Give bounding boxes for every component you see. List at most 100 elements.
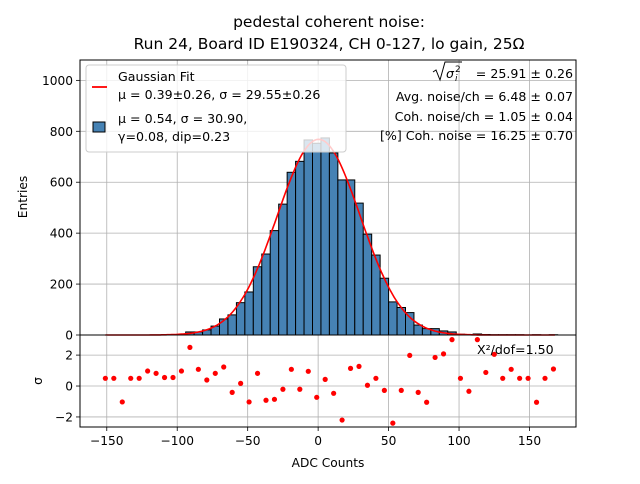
residual-point: [348, 366, 353, 371]
histogram-bar: [270, 231, 278, 335]
histogram-bar: [245, 292, 253, 335]
histogram-y-tick-label: 800: [50, 125, 73, 139]
histogram-bar: [321, 138, 329, 335]
residual-point: [458, 376, 463, 381]
histogram-bar: [313, 143, 321, 335]
residual-point: [416, 390, 421, 395]
histogram-bar: [304, 140, 312, 335]
residual-point: [120, 399, 125, 404]
histogram-y-tick-label: 200: [50, 278, 73, 292]
residual-point: [365, 383, 370, 388]
residual-point: [382, 388, 387, 393]
residual-point: [103, 376, 108, 381]
residual-point: [153, 371, 158, 376]
histogram-bar: [228, 315, 236, 335]
x-axis-label: ADC Counts: [292, 456, 365, 470]
residual-point: [246, 399, 251, 404]
residual-point: [483, 370, 488, 375]
residual-point: [280, 387, 285, 392]
residual-point: [432, 355, 437, 360]
residual-point: [272, 397, 277, 402]
sigma-i-value: = 25.91 ± 0.26: [476, 66, 573, 81]
residual-point: [525, 376, 530, 381]
histogram-bar: [236, 303, 244, 335]
chart-title-line-2: Run 24, Board ID E190324, CH 0-127, lo g…: [134, 35, 525, 53]
x-tick-label: −100: [160, 434, 193, 448]
histogram-bar: [389, 302, 397, 335]
residual-point: [500, 376, 505, 381]
histogram-y-tick-label: 600: [50, 176, 73, 190]
residual-point: [263, 398, 268, 403]
histogram-bar: [346, 180, 354, 335]
x-tick-label: 0: [314, 434, 322, 448]
residual-point: [111, 376, 116, 381]
x-tick-label: −50: [235, 434, 261, 448]
residual-point: [306, 369, 311, 374]
histogram-bar: [262, 254, 270, 335]
residual-point: [407, 353, 412, 358]
residual-point: [399, 388, 404, 393]
residuals-y-axis-label: σ: [31, 377, 45, 385]
legend: Gaussian Fit μ = 0.39±0.26, σ = 29.55±0.…: [86, 65, 346, 152]
residual-point: [449, 337, 454, 342]
x-tick-label: 150: [518, 434, 541, 448]
residual-point: [542, 376, 547, 381]
residual-point: [323, 377, 328, 382]
chart-title-line-1: pedestal coherent noise:: [233, 13, 425, 31]
histogram-bar: [414, 325, 422, 335]
residual-point: [356, 364, 361, 369]
histogram-y-axis-label: Entries: [16, 176, 30, 218]
histogram-bar: [329, 153, 337, 335]
histogram-bar: [338, 180, 346, 335]
histogram-y-tick-label: 1000: [42, 74, 73, 88]
residual-point: [145, 368, 150, 373]
residual-point: [170, 375, 175, 380]
residuals-y-tick-label: 0: [65, 380, 73, 394]
legend-fit-params: μ = 0.39±0.26, σ = 29.55±0.26: [118, 87, 320, 102]
residual-point: [441, 351, 446, 356]
residual-point: [137, 376, 142, 381]
histogram-bar: [406, 313, 414, 335]
avg-noise-per-channel: Avg. noise/ch = 6.48 ± 0.07: [396, 89, 573, 104]
residual-point: [373, 376, 378, 381]
residual-point: [221, 364, 226, 369]
residual-point: [551, 366, 556, 371]
chi2-dof-annotation: X²/dof=1.50: [477, 342, 554, 357]
residual-point: [162, 375, 167, 380]
residual-point: [466, 389, 471, 394]
residual-point: [314, 395, 319, 400]
residual-point: [534, 400, 539, 405]
residual-point: [196, 367, 201, 372]
residual-point: [509, 367, 514, 372]
residual-point: [289, 367, 294, 372]
histogram-bar: [287, 172, 295, 335]
residual-point: [390, 421, 395, 426]
legend-fit-label: Gaussian Fit: [118, 69, 195, 84]
residual-point: [204, 377, 209, 382]
residuals-y-tick-label: 2: [65, 349, 73, 363]
coherent-noise-per-channel: Coh. noise/ch = 1.05 ± 0.04: [395, 109, 573, 124]
legend-histogram-stats-line-1: μ = 0.54, σ = 30.90,: [118, 111, 247, 126]
residual-point: [339, 417, 344, 422]
x-tick-label: −150: [90, 434, 123, 448]
residual-point: [230, 390, 235, 395]
residual-point: [238, 381, 243, 386]
histogram-bar: [296, 161, 304, 335]
residual-point: [297, 387, 302, 392]
residual-point: [179, 368, 184, 373]
coherent-noise-percent: [%] Coh. noise = 16.25 ± 0.70: [380, 128, 573, 143]
residual-point: [213, 371, 218, 376]
legend-histogram-stats-line-2: γ=0.08, dip=0.23: [118, 129, 230, 144]
histogram-bar: [279, 204, 287, 335]
histogram-bar: [363, 234, 371, 335]
residual-point: [424, 400, 429, 405]
histogram-bar: [380, 278, 388, 335]
sigma-symbol: σ: [446, 66, 455, 81]
x-tick-label: 100: [447, 434, 470, 448]
residual-point: [331, 391, 336, 396]
residuals-y-tick-label: −2: [55, 410, 73, 424]
x-tick-label: 50: [381, 434, 397, 448]
residual-point: [517, 376, 522, 381]
